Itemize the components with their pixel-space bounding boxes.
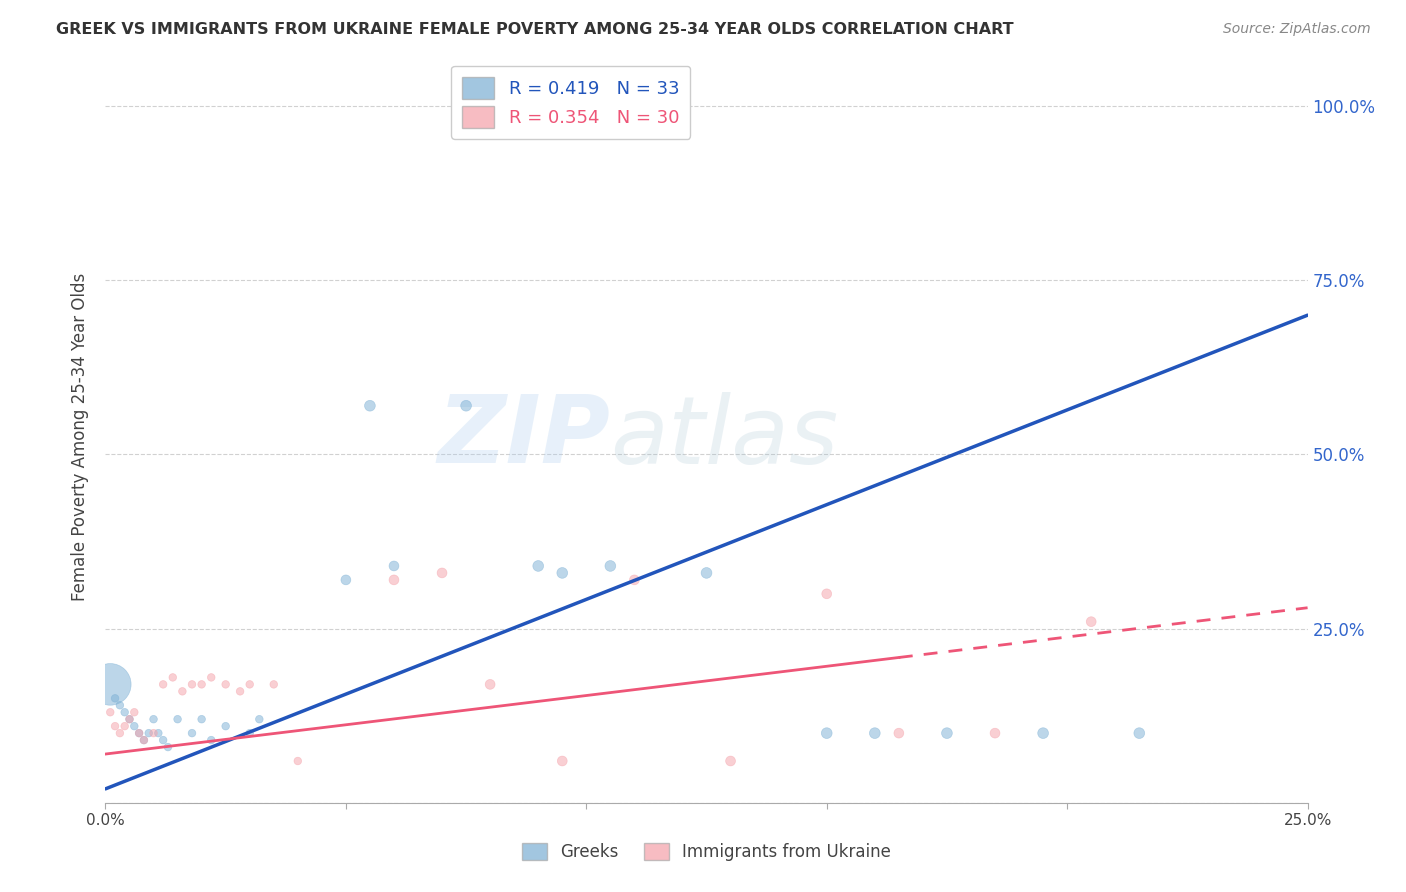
Point (108, 726, 131, 740)
Point (287, 754, 309, 768)
Point (720, 754, 742, 768)
Text: ZIP: ZIP (437, 391, 610, 483)
Point (200, 670, 222, 684)
Point (815, 587, 838, 601)
Point (152, 733, 174, 747)
Point (1080, 615, 1102, 629)
Point (214, 719, 236, 733)
Point (815, 726, 838, 740)
Point (132, 733, 155, 747)
Point (936, 726, 959, 740)
Text: GREEK VS IMMIGRANTS FROM UKRAINE FEMALE POVERTY AMONG 25-34 YEAR OLDS CORRELATIO: GREEK VS IMMIGRANTS FROM UKRAINE FEMALE … (56, 22, 1014, 37)
Point (527, 558, 550, 573)
Point (335, 573, 357, 587)
Point (138, 726, 160, 740)
Point (104, 691, 127, 706)
Point (1128, 726, 1150, 740)
Point (479, 677, 502, 691)
Point (190, 712, 212, 726)
Point (454, 399, 477, 413)
Point (104, 719, 127, 733)
Point (148, 726, 170, 740)
Point (984, 726, 1007, 740)
Point (200, 733, 222, 747)
Point (181, 677, 204, 691)
Point (599, 558, 621, 573)
Point (214, 677, 236, 691)
Point (156, 740, 179, 755)
Point (623, 573, 645, 587)
Point (551, 566, 574, 580)
Point (239, 726, 262, 740)
Point (239, 677, 262, 691)
Point (118, 712, 141, 726)
Text: Source: ZipAtlas.com: Source: ZipAtlas.com (1223, 22, 1371, 37)
Point (430, 566, 453, 580)
Y-axis label: Female Poverty Among 25-34 Year Olds: Female Poverty Among 25-34 Year Olds (72, 273, 90, 601)
Point (98, 677, 121, 691)
Point (263, 677, 285, 691)
Point (124, 705, 146, 719)
Point (128, 726, 150, 740)
Point (124, 719, 146, 733)
Point (132, 733, 155, 747)
Point (108, 698, 131, 713)
Point (162, 670, 184, 684)
Point (887, 726, 910, 740)
Point (696, 566, 718, 580)
Point (190, 677, 212, 691)
Point (118, 712, 141, 726)
Text: atlas: atlas (610, 392, 838, 483)
Point (142, 726, 165, 740)
Point (142, 712, 165, 726)
Point (152, 677, 174, 691)
Point (551, 754, 574, 768)
Point (1032, 726, 1054, 740)
Point (863, 726, 886, 740)
Point (229, 684, 252, 698)
Point (128, 726, 150, 740)
Legend: Greeks, Immigrants from Ukraine: Greeks, Immigrants from Ukraine (516, 836, 897, 868)
Point (98, 705, 121, 719)
Point (114, 719, 136, 733)
Point (172, 684, 194, 698)
Point (359, 399, 381, 413)
Point (382, 573, 405, 587)
Point (114, 705, 136, 719)
Point (247, 712, 270, 726)
Point (181, 726, 204, 740)
Point (166, 712, 188, 726)
Point (382, 558, 405, 573)
